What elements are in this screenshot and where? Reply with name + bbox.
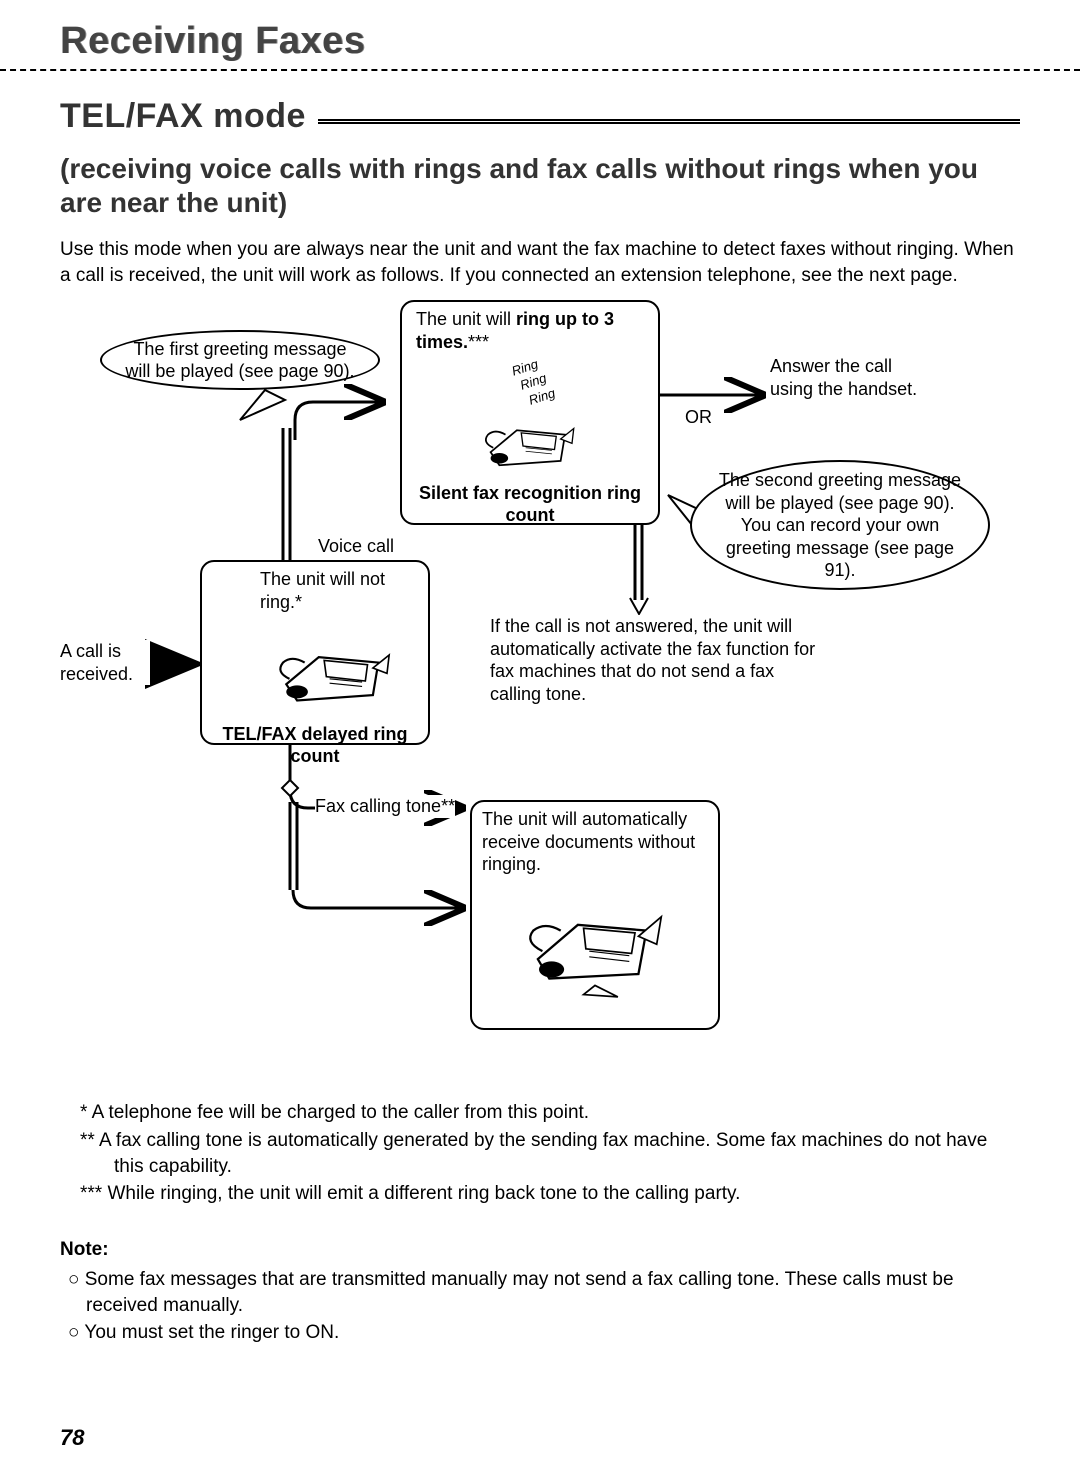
no-ring-box: The unit will not ring.* TEL/FAX delayed… [200, 560, 430, 745]
telfax-delay-label: TEL/FAX delayed ring count [212, 723, 418, 768]
greeting1-bubble: The first greeting message will be playe… [100, 330, 380, 390]
answer-label: Answer the call using the handset. [770, 355, 930, 400]
mode-title-row: TEL/FAX mode [60, 97, 1020, 136]
page-title: Receiving Faxes [60, 20, 1020, 63]
call-received-label: A call is received. [60, 640, 150, 685]
silent-recognition-label: Silent fax recognition ring count [412, 482, 648, 527]
ring-box: The unit will ring up to 3 times.*** Rin… [400, 300, 660, 525]
ring-box-suffix: *** [468, 332, 489, 352]
greeting1-text: The first greeting message will be playe… [120, 338, 360, 383]
fax-icon [270, 623, 400, 713]
auto-receive-text: The unit will automatically receive docu… [482, 808, 708, 876]
no-ring-text: The unit will not ring.* [212, 568, 418, 613]
note-2: ○ You must set the ringer to ON. [60, 1320, 1020, 1346]
intro-text: Use this mode when you are always near t… [60, 237, 1020, 288]
if-not-answered-text: If the call is not answered, the unit wi… [490, 615, 830, 705]
note-1: ○ Some fax messages that are transmitted… [60, 1267, 1020, 1318]
footnote-2: ** A fax calling tone is automatically g… [60, 1128, 1020, 1179]
greeting2-bubble: The second greeting message will be play… [690, 460, 990, 590]
ring-box-line1: The unit will [416, 309, 516, 329]
subtitle: (receiving voice calls with rings and fa… [60, 152, 1020, 219]
page-number: 78 [60, 1425, 84, 1451]
notes-list: ○ Some fax messages that are transmitted… [60, 1267, 1020, 1346]
title-divider [0, 69, 1080, 71]
mode-title: TEL/FAX mode [60, 97, 306, 136]
or-label: OR [685, 406, 712, 429]
footnotes: * A telephone fee will be charged to the… [60, 1100, 1020, 1207]
footnote-1: * A telephone fee will be charged to the… [60, 1100, 1020, 1126]
mode-title-line [318, 119, 1020, 124]
auto-receive-box: The unit will automatically receive docu… [470, 800, 720, 1030]
footnote-3: *** While ringing, the unit will emit a … [60, 1181, 1020, 1207]
fax-tone-label: Fax calling tone** [315, 795, 455, 818]
note-heading: Note: [60, 1239, 1020, 1261]
flow-diagram: The first greeting message will be playe… [60, 300, 1020, 1080]
voice-call-label: Voice call [318, 535, 394, 558]
greeting2-text: The second greeting message will be play… [710, 469, 970, 582]
fax-icon [515, 882, 675, 1002]
